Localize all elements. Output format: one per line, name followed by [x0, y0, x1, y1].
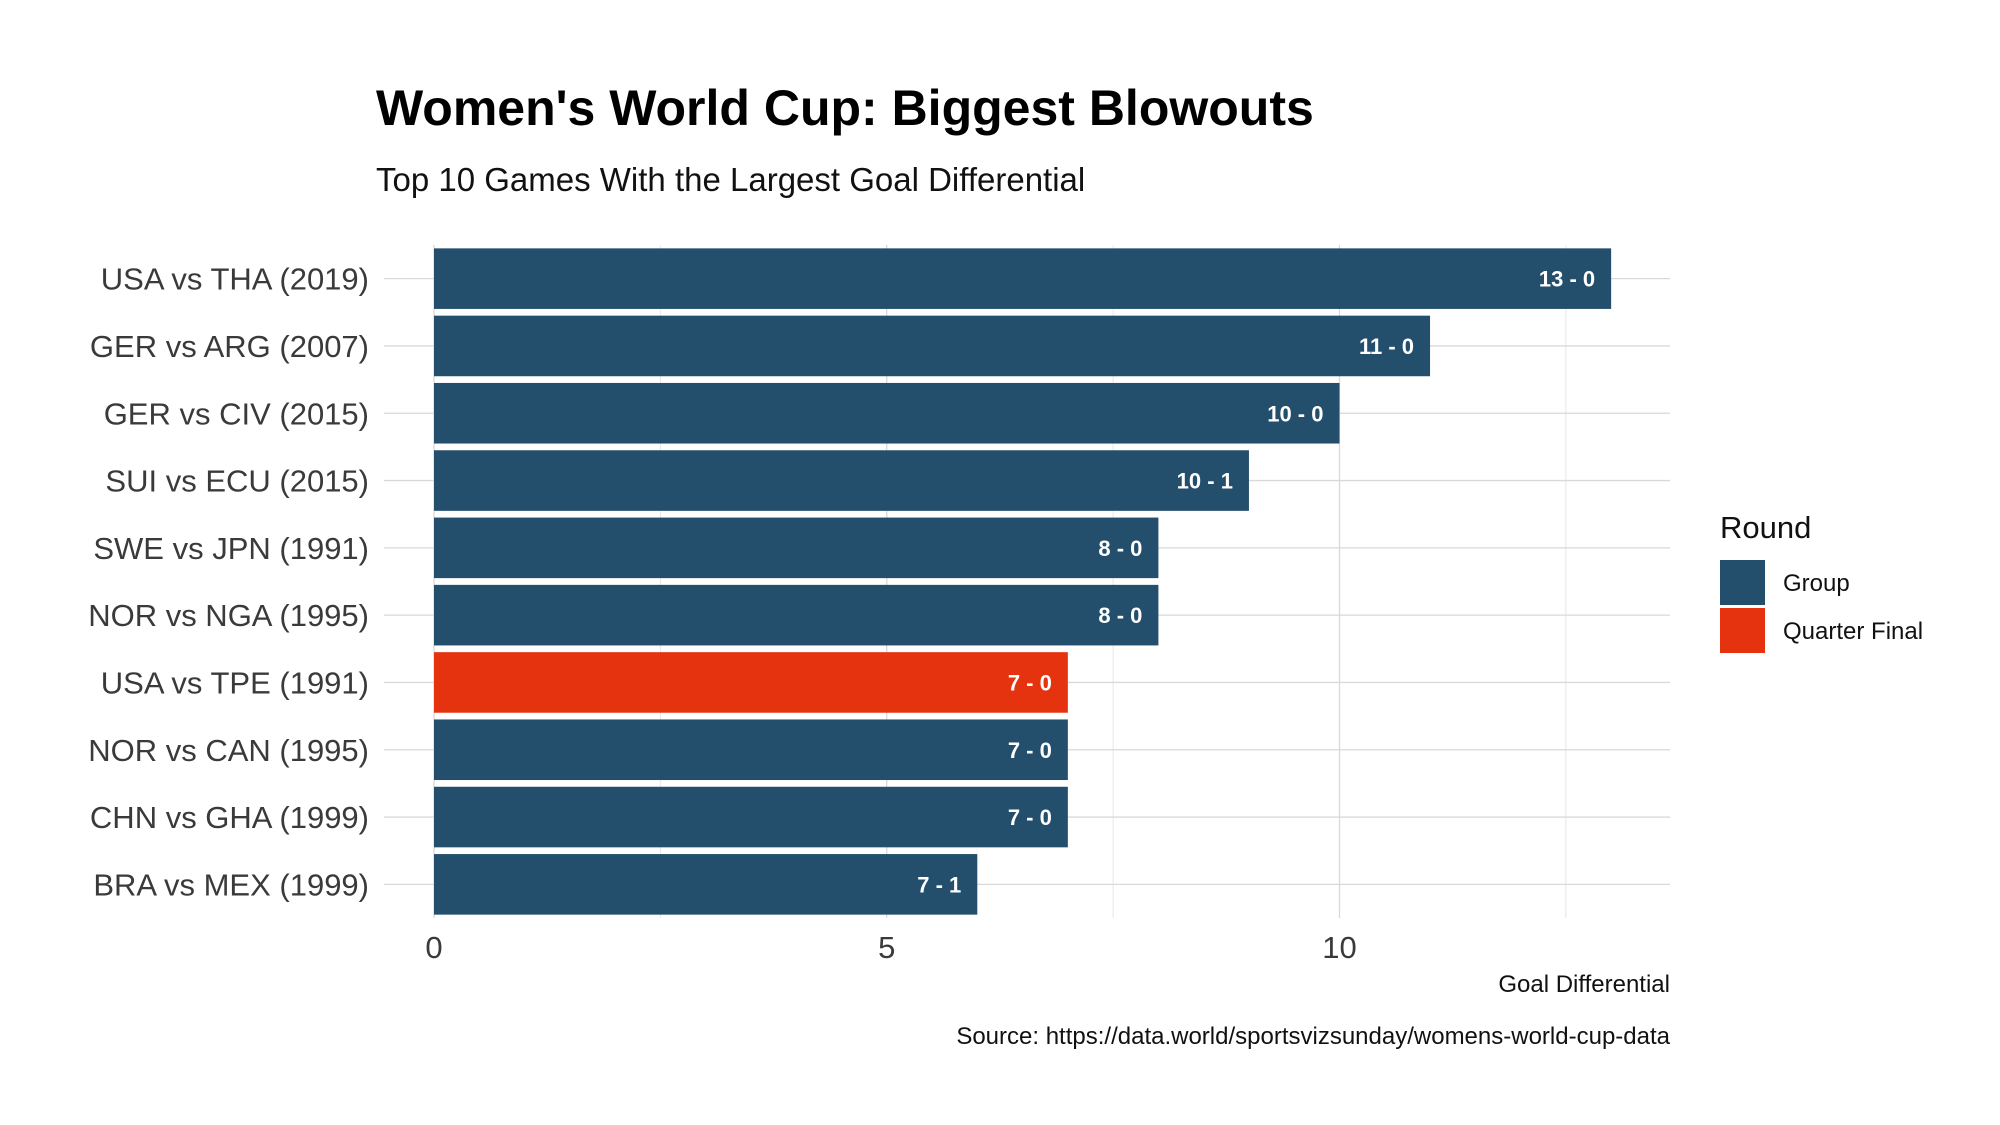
category-label: USA vs TPE (1991)	[101, 665, 369, 700]
category-label: NOR vs CAN (1995)	[88, 733, 369, 768]
data-label: 13 - 0	[1539, 267, 1595, 292]
legend-label: Group	[1783, 570, 1850, 597]
legend-key	[1720, 608, 1765, 653]
data-label: 10 - 0	[1267, 401, 1323, 426]
x-tick-label: 5	[878, 930, 895, 965]
category-label: GER vs ARG (2007)	[90, 329, 369, 364]
category-label: BRA vs MEX (1999)	[93, 867, 369, 902]
bar	[434, 382, 1340, 444]
bar	[434, 719, 1068, 781]
bar	[434, 315, 1431, 377]
data-label: 7 - 0	[1008, 805, 1052, 830]
bar	[434, 786, 1068, 848]
bar	[434, 450, 1249, 511]
category-label: SUI vs ECU (2015)	[105, 464, 369, 499]
data-label: 7 - 0	[1008, 738, 1052, 763]
chart-subtitle: Top 10 Games With the Largest Goal Diffe…	[376, 161, 1085, 198]
data-label: 7 - 0	[1008, 670, 1052, 695]
legend: Round Group Quarter Final	[1720, 510, 1923, 653]
data-label: 8 - 0	[1098, 603, 1142, 628]
chart-caption: Source: https://data.world/sportsvizsund…	[956, 1023, 1670, 1050]
category-label: GER vs CIV (2015)	[104, 396, 369, 431]
data-label: 8 - 0	[1098, 536, 1142, 561]
legend-key	[1720, 560, 1765, 605]
data-label: 11 - 0	[1359, 334, 1414, 359]
bar	[434, 248, 1612, 309]
bar	[434, 854, 978, 915]
chart-title: Women's World Cup: Biggest Blowouts	[376, 80, 1314, 136]
category-label: NOR vs NGA (1995)	[88, 598, 369, 633]
data-label: 7 - 1	[917, 872, 961, 897]
legend-title: Round	[1720, 510, 1811, 545]
legend-label: Quarter Final	[1783, 618, 1923, 645]
bar	[434, 652, 1068, 713]
category-labels: USA vs THA (2019) GER vs ARG (2007) GER vs…	[88, 262, 369, 903]
bars: 13 - 0 11 - 0 10 - 0 10 - 1 8 - 0 8 - 0 7 - 0 7…	[434, 248, 1612, 915]
x-axis-ticks: 0 5 10	[425, 930, 1356, 965]
x-tick-label: 0	[425, 930, 442, 965]
category-label: CHN vs GHA (1999)	[90, 800, 369, 835]
data-label: 10 - 1	[1177, 469, 1233, 494]
category-label: SWE vs JPN (1991)	[93, 531, 369, 566]
x-tick-label: 10	[1322, 930, 1356, 965]
category-label: USA vs THA (2019)	[101, 262, 369, 297]
bar	[434, 517, 1159, 579]
bar	[434, 584, 1159, 646]
x-axis-title: Goal Differential	[1498, 971, 1670, 998]
